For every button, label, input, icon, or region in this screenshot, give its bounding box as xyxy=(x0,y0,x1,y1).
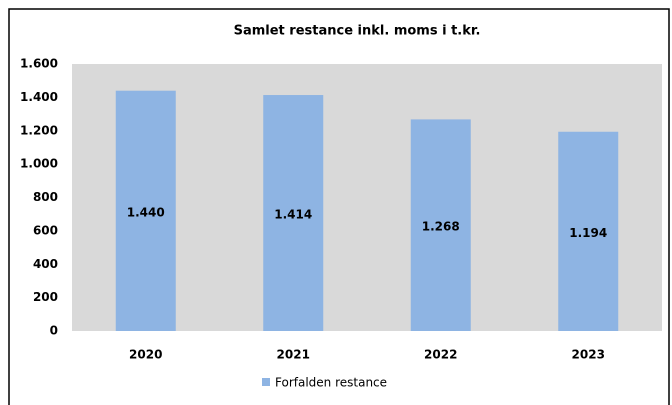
y-tick-label: 1.600 xyxy=(20,57,58,71)
legend-swatch xyxy=(262,378,270,386)
bar xyxy=(263,95,324,331)
chart-title: Samlet restance inkl. moms i t.kr. xyxy=(234,24,481,39)
y-tick-label: 600 xyxy=(33,223,58,237)
y-tick-label: 200 xyxy=(33,290,58,304)
y-tick-label: 400 xyxy=(33,257,58,271)
x-tick-label: 2022 xyxy=(424,348,457,362)
bar xyxy=(115,90,176,331)
bar xyxy=(410,119,471,331)
y-tick-label: 0 xyxy=(50,324,58,338)
legend-label: Forfalden restance xyxy=(275,376,387,390)
data-label: 1.268 xyxy=(422,220,460,234)
data-label: 1.194 xyxy=(569,226,607,240)
x-tick-label: 2021 xyxy=(277,348,310,362)
data-label: 1.440 xyxy=(127,205,165,219)
y-tick-label: 1.200 xyxy=(20,123,58,137)
data-label: 1.414 xyxy=(274,208,312,222)
y-tick-label: 1.400 xyxy=(20,90,58,104)
y-tick-label: 1.000 xyxy=(20,157,58,171)
x-tick-label: 2023 xyxy=(572,348,605,362)
y-tick-label: 800 xyxy=(33,190,58,204)
bar xyxy=(558,131,619,331)
x-tick-label: 2020 xyxy=(129,348,162,362)
